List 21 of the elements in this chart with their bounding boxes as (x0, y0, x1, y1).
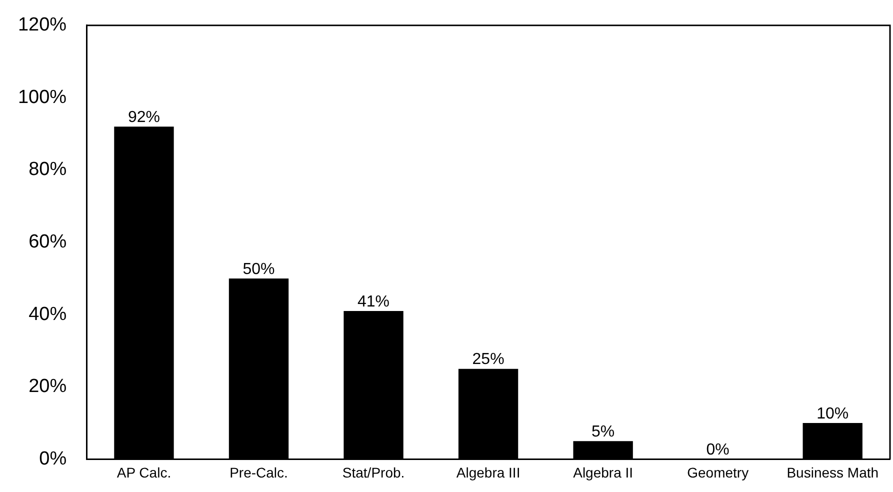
data-label: 50% (242, 260, 275, 278)
data-label: 92% (128, 109, 160, 126)
data-label: 41% (358, 293, 390, 310)
x-tick-label: Algebra III (456, 464, 520, 480)
y-tick-label: 100% (18, 86, 67, 108)
y-tick-label: 60% (28, 232, 67, 253)
y-tick-label: 80% (28, 159, 67, 180)
x-tick-label: Algebra II (573, 464, 634, 480)
y-tick-label: 0% (39, 448, 67, 470)
x-tick-label: Geometry (687, 464, 749, 480)
data-label: 0% (706, 442, 730, 459)
x-tick-label: AP Calc. (116, 464, 172, 480)
x-tick-label: Stat/Prob. (342, 464, 405, 480)
data-label: 10% (816, 405, 849, 422)
y-tick-label: 120% (18, 14, 67, 36)
x-tick-label: Pre-Calc. (230, 464, 288, 480)
y-tick-label: 40% (28, 304, 67, 325)
data-label: 25% (472, 351, 504, 368)
data-label: 5% (592, 424, 615, 441)
y-tick-label: 20% (28, 376, 67, 398)
x-tick-label: Business Math (786, 464, 879, 480)
